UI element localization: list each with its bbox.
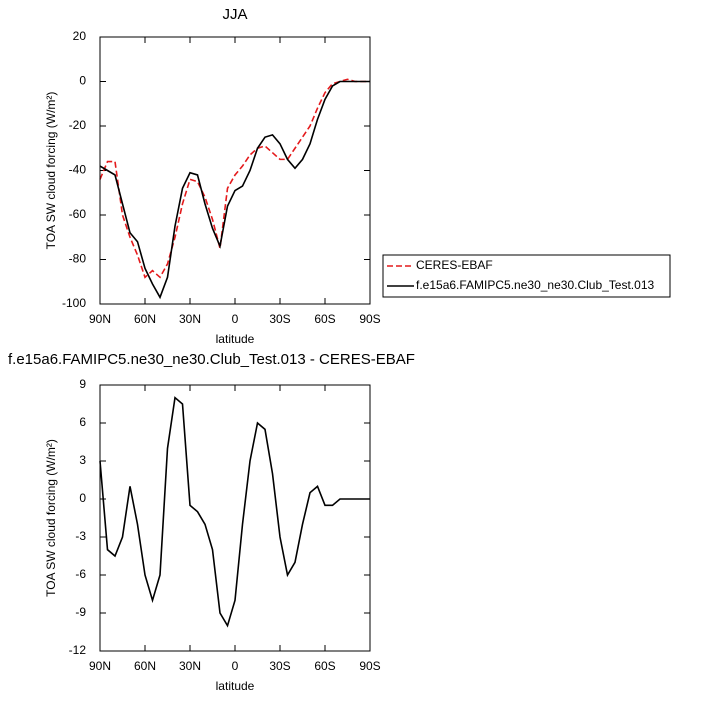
chart-title: JJA xyxy=(222,6,247,23)
y-tick-label: -60 xyxy=(69,207,87,221)
x-tick-label: 60N xyxy=(134,659,156,673)
y-tick-label: -12 xyxy=(69,643,87,657)
x-tick-label: 90N xyxy=(89,312,111,326)
legend-label: CERES-EBAF xyxy=(416,258,493,272)
y-tick-label: -100 xyxy=(62,296,86,310)
y-tick-label: -40 xyxy=(69,163,87,177)
y-tick-label: 9 xyxy=(79,377,86,391)
y-tick-label: 3 xyxy=(79,453,86,467)
x-tick-label: 30S xyxy=(269,659,290,673)
plot-frame xyxy=(99,36,371,305)
x-tick-label: 90S xyxy=(359,312,380,326)
y-tick-label: 0 xyxy=(79,74,86,88)
legend-label: f.e15a6.FAMIPC5.ne30_ne30.Club_Test.013 xyxy=(416,278,654,292)
x-axis-label: latitude xyxy=(216,679,255,693)
y-axis-label: TOA SW cloud forcing (W/m²) xyxy=(44,92,58,250)
line-series xyxy=(99,80,370,300)
x-tick-label: 60N xyxy=(134,312,156,326)
y-tick-label: 0 xyxy=(79,491,86,505)
y-tick-label: -20 xyxy=(69,118,87,132)
line-series xyxy=(99,396,370,628)
x-tick-label: 60S xyxy=(314,659,335,673)
y-tick-label: -3 xyxy=(75,529,86,543)
plot-frame xyxy=(99,384,371,652)
x-tick-label: 0 xyxy=(232,312,239,326)
x-tick-label: 30S xyxy=(269,312,290,326)
line-series xyxy=(99,78,370,279)
y-tick-label: 20 xyxy=(73,29,87,43)
x-tick-label: 30N xyxy=(179,659,201,673)
chart-title: f.e15a6.FAMIPC5.ne30_ne30.Club_Test.013 … xyxy=(8,351,415,368)
y-tick-label: -80 xyxy=(69,252,87,266)
x-axis-label: latitude xyxy=(216,332,255,346)
x-tick-label: 30N xyxy=(179,312,201,326)
x-tick-label: 60S xyxy=(314,312,335,326)
x-tick-label: 0 xyxy=(232,659,239,673)
y-tick-label: 6 xyxy=(79,415,86,429)
x-tick-label: 90S xyxy=(359,659,380,673)
y-tick-label: -9 xyxy=(75,605,86,619)
legend-box xyxy=(382,254,671,298)
x-tick-label: 90N xyxy=(89,659,111,673)
y-tick-label: -6 xyxy=(75,567,86,581)
y-axis-label: TOA SW cloud forcing (W/m²) xyxy=(44,439,58,597)
